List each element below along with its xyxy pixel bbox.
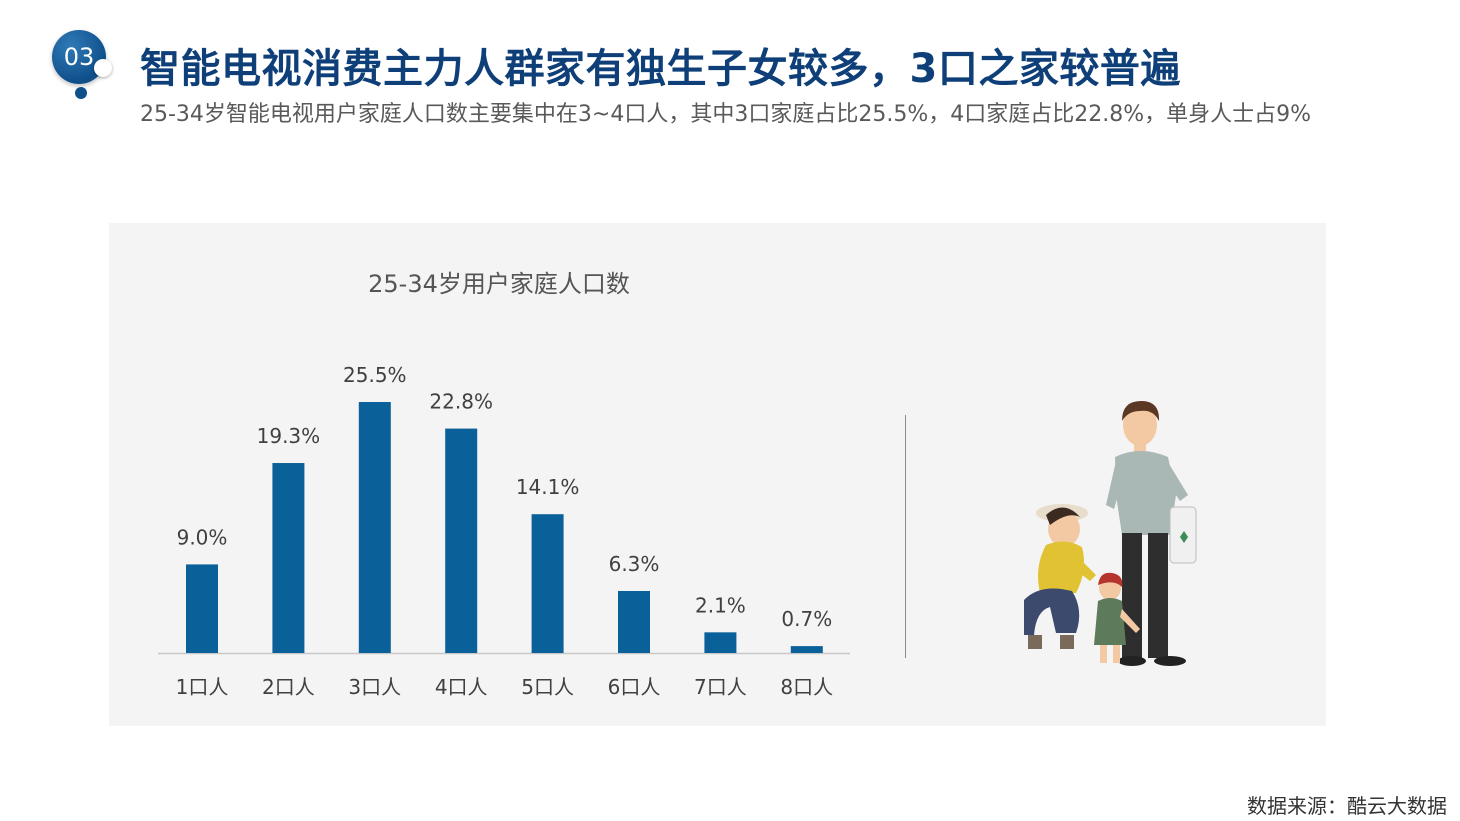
data-label-2: 19.3% xyxy=(257,424,321,448)
family-illustration xyxy=(1024,401,1197,666)
category-label-2: 2口人 xyxy=(262,675,315,699)
category-label-5: 5口人 xyxy=(521,675,574,699)
bar-1 xyxy=(186,564,218,653)
data-label-6: 6.3% xyxy=(609,552,660,576)
page-subtitle: 25-34岁智能电视用户家庭人口数主要集中在3~4口人，其中3口家庭占比25.5… xyxy=(140,102,1312,127)
category-label-6: 6口人 xyxy=(608,675,661,699)
data-label-1: 9.0% xyxy=(177,525,228,549)
data-label-8: 0.7% xyxy=(781,607,832,631)
bar-7 xyxy=(704,632,737,653)
bar-chart: 9.0% 1口人 19.3% 2口人 25.5% 3口人 22.8% 4口人 14.1% 5口人 6… xyxy=(158,363,850,699)
data-label-3: 25.5% xyxy=(343,363,407,387)
bar-8 xyxy=(790,646,823,653)
data-source: 数据来源：酷云大数据 xyxy=(1247,794,1447,818)
bar-6 xyxy=(618,590,650,653)
bar-3 xyxy=(358,402,391,653)
panel-divider xyxy=(905,415,906,658)
data-label-4: 22.8% xyxy=(429,390,493,414)
category-label-3: 3口人 xyxy=(348,675,401,699)
category-label-7: 7口人 xyxy=(694,675,747,699)
badge-dot-white xyxy=(94,59,112,77)
category-label-1: 1口人 xyxy=(176,675,229,699)
category-label-8: 8口人 xyxy=(780,675,833,699)
child-figure xyxy=(1094,572,1140,663)
category-label-4: 4口人 xyxy=(435,675,488,699)
section-badge: 03 xyxy=(52,30,114,102)
chart-title: 25-34岁用户家庭人口数 xyxy=(368,270,630,298)
bar-4 xyxy=(445,428,478,653)
bar-5 xyxy=(531,514,564,653)
mother-figure xyxy=(1024,504,1096,649)
page-title: 智能电视消费主力人群家有独生子女较多，3口之家较普遍 xyxy=(140,46,1181,92)
bar-2 xyxy=(272,463,305,653)
data-label-5: 14.1% xyxy=(516,475,580,499)
data-label-7: 2.1% xyxy=(695,593,746,617)
badge-dot-small xyxy=(75,87,87,99)
badge-number: 03 xyxy=(63,43,95,71)
